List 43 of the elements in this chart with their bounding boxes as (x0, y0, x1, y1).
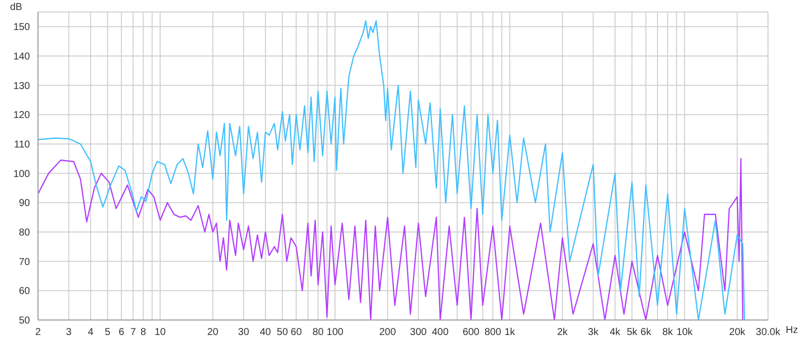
y-axis-title: dB (10, 2, 22, 13)
x-tick-label: 40 (260, 327, 272, 338)
x-tick-label: 400 (432, 327, 450, 338)
x-tick-label: 100 (326, 327, 344, 338)
x-tick-label: 7 (130, 327, 136, 338)
x-tick-label: 1k (504, 327, 516, 338)
x-tick-label: 4 (88, 327, 94, 338)
x-tick-label: 3 (66, 327, 72, 338)
x-tick-label: 6 (118, 327, 125, 338)
x-tick-label: 5k (626, 327, 638, 338)
x-tick-label: 20 (207, 327, 219, 338)
x-tick-label: 200 (379, 327, 396, 338)
x-tick-label: 5 (104, 327, 111, 338)
y-tick-label: 150 (13, 22, 30, 34)
x-tick-label: 30 (238, 327, 250, 338)
y-tick-label: 70 (18, 256, 30, 268)
y-tick-label: 60 (18, 286, 30, 298)
x-tick-label: 4k (610, 327, 622, 338)
y-tick-label: 80 (18, 228, 30, 239)
x-tick-label: 10k (676, 327, 694, 338)
x-tick-label: 2 (35, 327, 42, 338)
x-tick-label: 8 (140, 327, 146, 338)
x-tick-label: 30.0k (756, 327, 782, 338)
x-tick-label: 6k (640, 327, 652, 338)
y-tick-label: 110 (14, 140, 30, 151)
x-tick-label: 8k (662, 327, 674, 338)
x-tick-label: 50 (276, 327, 288, 338)
x-tick-label: 80 (312, 327, 324, 338)
x-tick-label: 2k (557, 327, 569, 338)
x-tick-label: 800 (484, 327, 502, 338)
y-tick-label: 120 (13, 110, 30, 122)
x-tick-label: 60 (290, 327, 302, 338)
x-tick-label: 300 (410, 327, 428, 338)
y-tick-label: 140 (13, 52, 30, 63)
y-tick-label: 100 (13, 168, 30, 180)
x-tick-label: 10 (154, 327, 166, 338)
y-tick-label: 130 (13, 80, 30, 92)
x-tick-label: 600 (462, 327, 480, 338)
x-tick-label: 20k (729, 327, 746, 338)
x-axis-title: Hz (786, 325, 798, 336)
y-tick-label: 90 (18, 198, 30, 210)
x-tick-label: 3k (588, 327, 600, 338)
y-tick-label: 50 (18, 316, 30, 327)
